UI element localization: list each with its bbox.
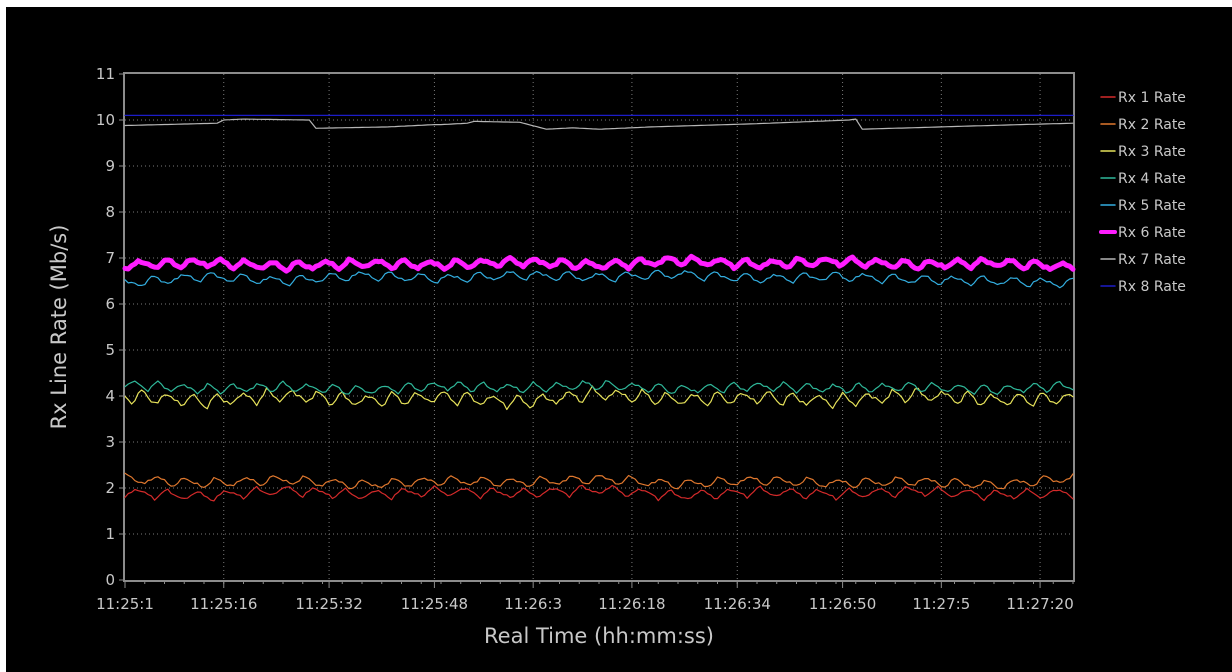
series-lines (122, 114, 1076, 502)
y-tick-label: 3 (105, 433, 115, 451)
x-tick-label: 11:27:5 (912, 595, 970, 613)
y-tick-label: 11 (96, 65, 115, 83)
x-tick-label: 11:26:18 (598, 595, 665, 613)
series-line-4 (124, 380, 1074, 395)
series-line-7 (124, 118, 1074, 130)
series-line-6 (122, 253, 1076, 274)
y-tick-label: 10 (96, 111, 115, 129)
legend-label: Rx 4 Rate (1118, 171, 1186, 187)
x-tick-label: 11:25:1 (96, 595, 154, 613)
plot-frame (123, 72, 1075, 582)
y-tick-label: 6 (105, 295, 115, 313)
x-tick-label: 11:26:34 (704, 595, 771, 613)
legend: Rx 1 Rate Rx 2 Rate Rx 3 Rate Rx 4 Rate Rx 5… (1099, 90, 1186, 295)
legend-label: Rx 6 Rate (1118, 225, 1186, 241)
legend-label: Rx 7 Rate (1118, 252, 1186, 268)
y-tick-label: 7 (105, 249, 115, 267)
y-tick-label: 2 (105, 479, 115, 497)
y-tick-label: 9 (105, 157, 115, 175)
series-line-2 (124, 472, 1074, 490)
x-tick-label: 11:27:20 (1006, 595, 1073, 613)
series-line-3 (124, 385, 1074, 411)
legend-label: Rx 8 Rate (1118, 279, 1186, 295)
legend-label: Rx 2 Rate (1118, 117, 1186, 133)
x-axis-title: Real Time (hh:mm:ss) (484, 624, 714, 648)
chart-panel: 0 1 2 3 4 5 6 7 8 9 10 11 11:25:1 11:25:16 11:25:32 11… (6, 7, 1232, 672)
x-tick-label: 11:25:48 (401, 595, 468, 613)
y-tick-label: 8 (105, 203, 115, 221)
x-tick-label: 11:26:3 (504, 595, 562, 613)
x-tick-label: 11:25:32 (295, 595, 362, 613)
x-axis-ticks: 11:25:1 11:25:16 11:25:32 11:25:48 11:26:3 11… (96, 580, 1074, 613)
y-tick-label: 0 (105, 571, 115, 589)
y-tick-label: 1 (105, 525, 115, 543)
legend-label: Rx 5 Rate (1118, 198, 1186, 214)
y-tick-label: 4 (105, 387, 115, 405)
series-line-5 (124, 269, 1074, 289)
y-axis-title: Rx Line Rate (Mb/s) (47, 225, 71, 430)
series-line-1 (124, 484, 1074, 502)
x-tick-label: 11:26:50 (809, 595, 876, 613)
y-axis-ticks: 0 1 2 3 4 5 6 7 8 9 10 11 (96, 65, 125, 589)
legend-label: Rx 3 Rate (1118, 144, 1186, 160)
x-tick-label: 11:25:16 (190, 595, 257, 613)
grid (125, 74, 1073, 580)
legend-label: Rx 1 Rate (1118, 90, 1186, 106)
y-tick-label: 5 (105, 341, 115, 359)
